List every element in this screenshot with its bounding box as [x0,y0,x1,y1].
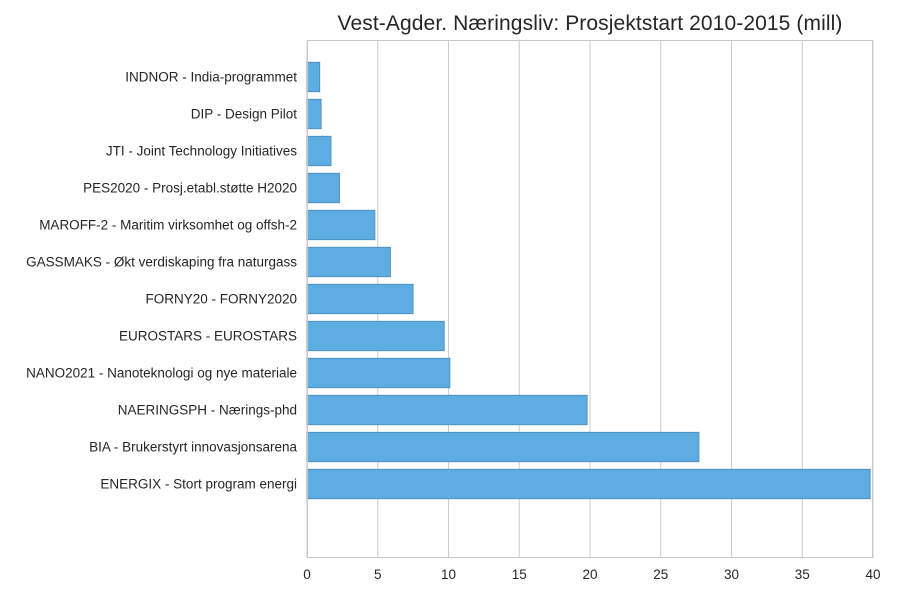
x-tick-label: 10 [441,567,456,582]
category-label: FORNY20 - FORNY2020 [145,292,297,307]
x-tick-label: 35 [795,567,810,582]
bar [306,320,445,352]
category-label: EUROSTARS - EUROSTARS [119,329,297,344]
x-tick-label: 0 [303,567,311,582]
x-tick-label: 15 [512,567,527,582]
category-label: MAROFF-2 - Maritim virksomhet og offsh-2 [39,218,297,233]
category-label: NAERINGSPH - Nærings-phd [118,403,297,418]
x-tick-label: 25 [653,567,668,582]
bar [306,394,588,426]
category-label: PES2020 - Prosj.etabl.støtte H2020 [83,181,297,196]
bar [306,61,321,93]
bar [306,357,451,389]
x-tick-label: 40 [865,567,880,582]
bar [306,468,871,500]
bar [306,283,414,315]
bar [306,98,322,130]
plot-frame [307,40,873,558]
category-label: JTI - Joint Technology Initiatives [106,144,297,159]
x-tick-label: 20 [582,567,597,582]
x-tick-label: 5 [374,567,382,582]
bar [306,135,332,167]
x-tick-label: 30 [724,567,739,582]
bar [306,431,700,463]
bar [306,246,391,278]
chart-title: Vest-Agder. Næringsliv: Prosjektstart 20… [337,12,843,35]
category-label: DIP - Design Pilot [191,107,298,122]
category-label: ENERGIX - Stort program energi [100,477,297,492]
bar [306,172,340,204]
category-label: GASSMAKS - Økt verdiskaping fra naturgas… [26,255,297,270]
category-label: BIA - Brukerstyrt innovasjonsarena [89,440,297,455]
category-label: NANO2021 - Nanoteknologi og nye material… [26,366,297,381]
bar [306,209,376,241]
category-label: INDNOR - India-programmet [125,70,297,85]
